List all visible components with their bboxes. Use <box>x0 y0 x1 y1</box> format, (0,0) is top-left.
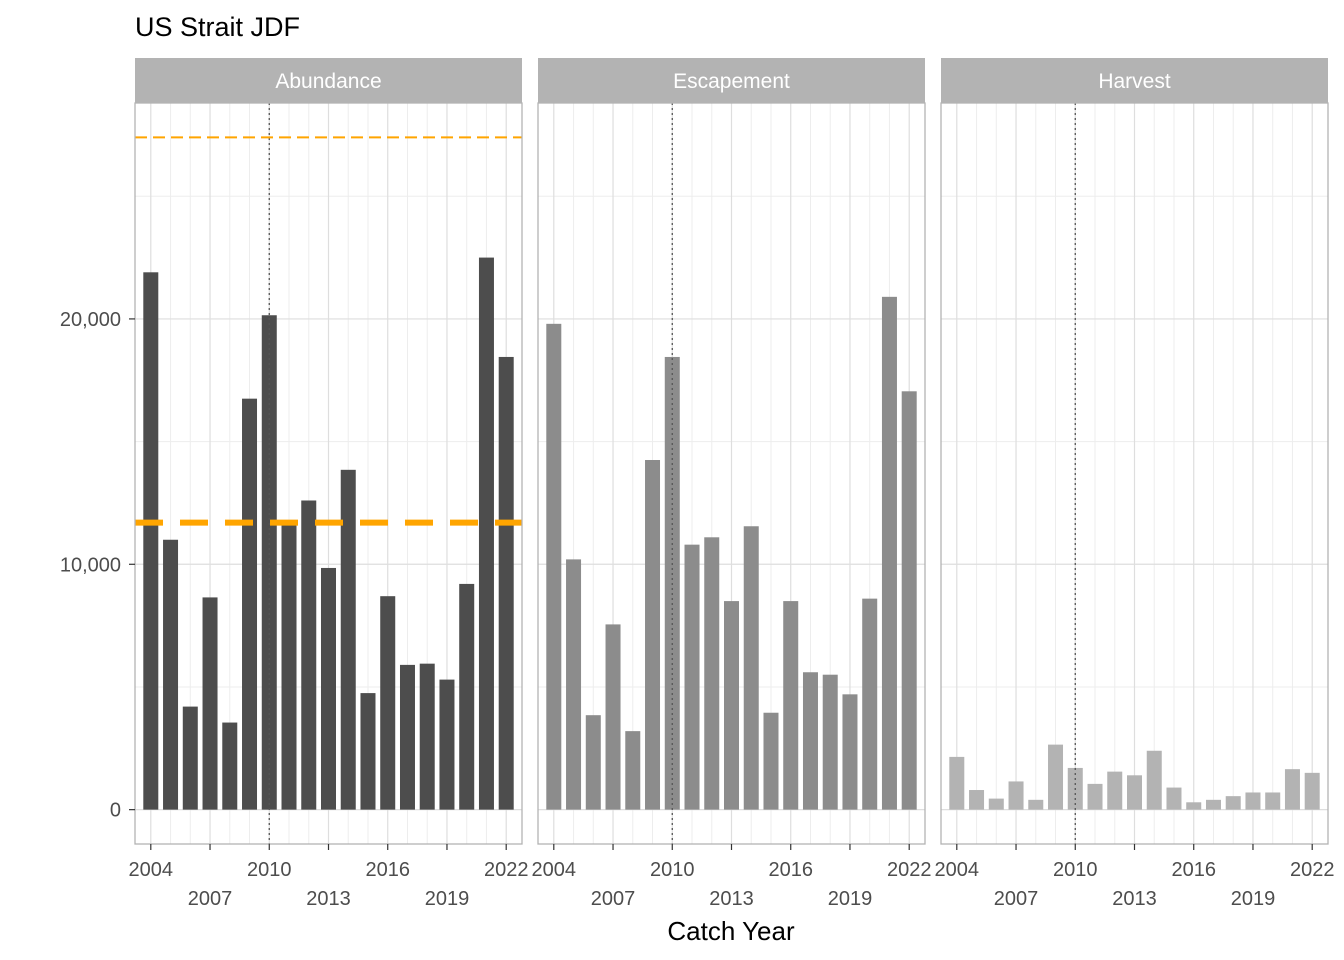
bar-escapement-2013 <box>724 601 739 810</box>
bar-abundance-2013 <box>321 567 336 810</box>
bar-abundance-2021 <box>478 257 494 810</box>
bar-harvest-2016 <box>1186 802 1202 810</box>
facet-panel-harvest: Harvest 2004 2007 2010 2013 2016 2019 2022 <box>935 58 1335 910</box>
bar-abundance-2017 <box>399 664 415 810</box>
x-tick-label: 2007 <box>188 888 233 910</box>
y-tick-label: 0 <box>110 800 121 822</box>
x-axis-title: Catch Year <box>667 916 795 946</box>
facet-strip-label: Abundance <box>275 70 381 93</box>
bar-escapement-2006 <box>585 715 601 810</box>
bar-abundance-2005 <box>163 539 179 810</box>
bar-abundance-2004 <box>143 272 159 810</box>
bar-harvest-2007 <box>1008 781 1024 810</box>
bar-abundance-2006 <box>182 706 198 810</box>
bar-escapement-2020 <box>862 598 878 810</box>
bar-harvest-2008 <box>1028 799 1044 810</box>
bar-escapement-2015 <box>763 712 779 810</box>
bar-harvest-2018 <box>1225 796 1241 810</box>
bar-escapement-2007 <box>605 624 621 810</box>
bar-escapement-2011 <box>684 544 700 810</box>
bar-harvest-2020 <box>1265 792 1281 810</box>
y-axis: 0 10,000 20,000 <box>60 309 135 822</box>
bar-escapement-2005 <box>566 559 582 810</box>
x-tick-label: 2007 <box>994 888 1039 910</box>
x-tick-label: 2022 <box>1290 859 1335 881</box>
bar-escapement-2018 <box>822 674 838 810</box>
bar-harvest-2017 <box>1205 799 1221 810</box>
bar-abundance-2022 <box>498 356 514 810</box>
bar-abundance-2010 <box>261 315 277 810</box>
bar-escapement-2014 <box>743 526 759 810</box>
bar-harvest-2004 <box>949 756 965 810</box>
bar-abundance-2020 <box>459 583 475 810</box>
x-tick-label: 2004 <box>129 859 174 881</box>
bar-harvest-2021 <box>1284 769 1300 810</box>
bar-escapement-2008 <box>625 731 641 810</box>
bar-harvest-2009 <box>1048 744 1064 810</box>
bar-abundance-2014 <box>340 469 356 810</box>
facet-strip <box>941 58 1328 103</box>
bar-escapement-2012 <box>704 537 720 810</box>
bar-abundance-2011 <box>281 522 297 810</box>
y-tick-label: 10,000 <box>60 554 121 576</box>
x-tick-label: 2022 <box>887 859 932 881</box>
x-tick-label: 2013 <box>709 888 754 910</box>
bar-harvest-2012 <box>1107 771 1123 810</box>
x-tick-label: 2016 <box>768 859 813 881</box>
x-tick-label: 2019 <box>425 888 470 910</box>
facet-panel-escapement: Escapement 2004 2007 2010 2013 2016 2019 2022 <box>532 58 932 910</box>
x-tick-label: 2010 <box>247 859 292 881</box>
facet-strip-label: Escapement <box>673 70 790 93</box>
x-tick-label: 2004 <box>532 859 577 881</box>
bar-harvest-2005 <box>969 790 985 810</box>
x-tick-label: 2022 <box>484 859 529 881</box>
bar-harvest-2014 <box>1146 750 1162 810</box>
bar-escapement-2019 <box>842 694 858 810</box>
bar-harvest-2013 <box>1127 775 1142 810</box>
bar-abundance-2019 <box>439 679 455 810</box>
bar-escapement-2022 <box>901 391 917 810</box>
y-tick-label: 20,000 <box>60 309 121 331</box>
chart-title: US Strait JDF <box>135 12 300 42</box>
bar-abundance-2016 <box>380 596 396 810</box>
bar-abundance-2008 <box>222 722 238 810</box>
facet-panel-abundance: Abundance 2004 2007 2010 2013 2016 2019 2022 <box>129 58 529 910</box>
x-tick-label: 2016 <box>1171 859 1216 881</box>
x-tick-label: 2016 <box>365 859 410 881</box>
x-tick-label: 2010 <box>1053 859 1098 881</box>
x-tick-label: 2010 <box>650 859 695 881</box>
bar-escapement-2004 <box>546 323 562 810</box>
facet-strip <box>538 58 925 103</box>
facet-panels: Abundance2004200720102013201620192022Esc… <box>129 58 1335 910</box>
bar-escapement-2016 <box>783 601 799 810</box>
x-tick-label: 2013 <box>1112 888 1157 910</box>
bar-abundance-2018 <box>419 663 435 810</box>
x-tick-label: 2019 <box>828 888 873 910</box>
x-tick-label: 2007 <box>591 888 636 910</box>
bar-harvest-2011 <box>1087 783 1103 810</box>
bar-escapement-2017 <box>802 672 818 810</box>
bar-abundance-2009 <box>242 398 258 810</box>
x-tick-label: 2013 <box>306 888 351 910</box>
x-tick-label: 2004 <box>935 859 980 881</box>
x-tick-label: 2019 <box>1231 888 1276 910</box>
bar-harvest-2022 <box>1304 772 1320 810</box>
bar-harvest-2015 <box>1166 787 1182 810</box>
bar-harvest-2019 <box>1245 792 1261 810</box>
facet-strip <box>135 58 522 103</box>
bar-abundance-2015 <box>360 693 376 810</box>
bar-abundance-2007 <box>202 597 218 810</box>
bar-escapement-2021 <box>881 296 897 810</box>
bar-harvest-2006 <box>988 798 1004 810</box>
bar-abundance-2012 <box>301 500 317 810</box>
facet-strip-label: Harvest <box>1098 70 1171 93</box>
bar-escapement-2009 <box>645 460 661 810</box>
